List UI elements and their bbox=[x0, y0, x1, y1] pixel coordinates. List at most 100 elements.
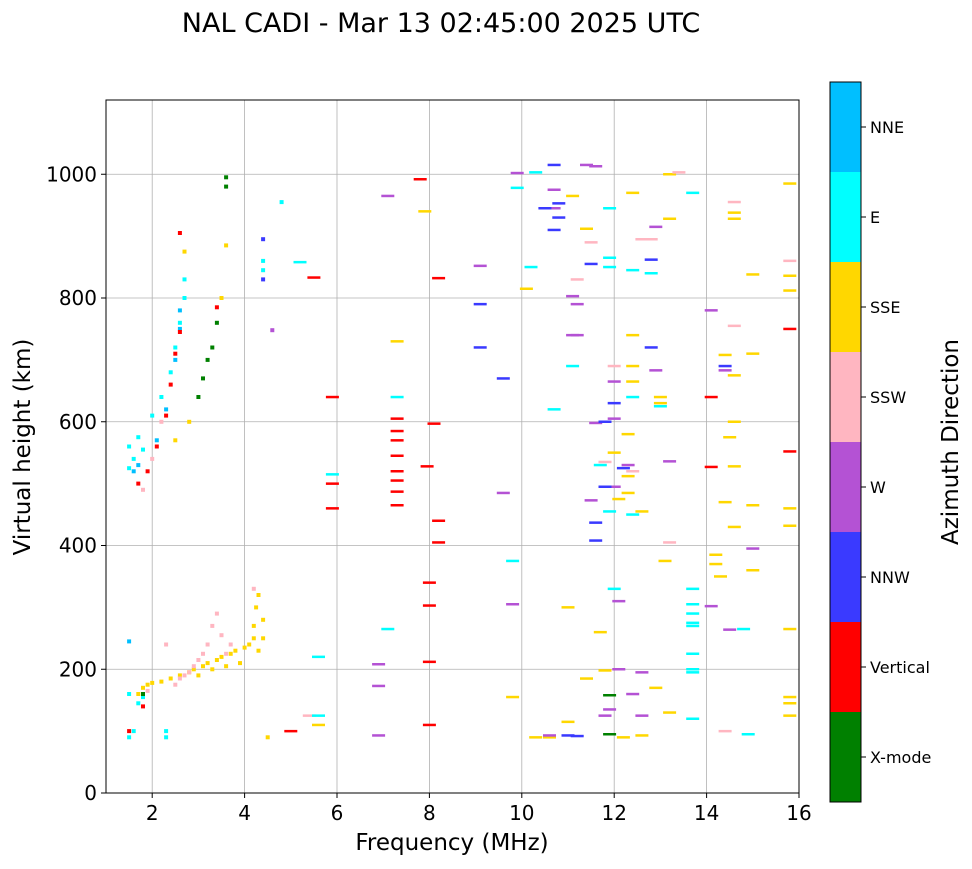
point-ssw bbox=[214, 611, 219, 616]
x-tick-label: 6 bbox=[331, 801, 344, 825]
point-sse bbox=[723, 436, 737, 439]
grid-lines bbox=[106, 100, 800, 794]
point-nne bbox=[173, 357, 178, 362]
y-axis-ticks: 0 200 400 600 800 1000 bbox=[46, 162, 106, 805]
point-e bbox=[686, 652, 700, 655]
point-e bbox=[168, 370, 173, 375]
point-e bbox=[312, 655, 325, 659]
point-nnw bbox=[570, 734, 584, 738]
point-e bbox=[529, 171, 543, 174]
point-e bbox=[127, 735, 132, 740]
point-sse bbox=[529, 736, 543, 739]
point-sse bbox=[783, 702, 797, 705]
point-sse bbox=[612, 497, 626, 501]
point-e bbox=[150, 413, 155, 418]
point-sse bbox=[159, 679, 164, 684]
point-e bbox=[127, 444, 132, 449]
point-x-mode bbox=[224, 175, 229, 180]
point-w bbox=[607, 485, 621, 488]
point-e bbox=[261, 258, 266, 263]
point-w bbox=[570, 333, 584, 337]
point-ssw bbox=[150, 456, 155, 461]
point-vertical bbox=[390, 504, 404, 507]
point-w bbox=[612, 599, 626, 603]
point-nnw bbox=[644, 346, 658, 349]
point-x-mode bbox=[141, 692, 145, 696]
point-nnw bbox=[538, 207, 552, 210]
point-ssw bbox=[228, 642, 233, 647]
point-w bbox=[663, 460, 677, 463]
point-sse bbox=[233, 648, 238, 653]
point-w bbox=[506, 603, 520, 606]
point-sse bbox=[238, 661, 242, 666]
point-w bbox=[372, 734, 386, 737]
point-vertical bbox=[704, 395, 718, 399]
point-sse bbox=[653, 401, 667, 405]
x-tick-label: 2 bbox=[146, 801, 159, 825]
point-sse bbox=[727, 465, 741, 468]
point-sse bbox=[136, 692, 141, 696]
point-sse bbox=[256, 593, 261, 597]
point-vertical bbox=[164, 413, 169, 418]
point-w bbox=[570, 302, 584, 306]
point-w bbox=[607, 417, 621, 420]
point-vertical bbox=[136, 481, 141, 486]
point-e bbox=[182, 277, 187, 282]
point-e bbox=[173, 345, 178, 350]
point-w bbox=[704, 604, 718, 608]
point-sse bbox=[718, 500, 732, 504]
point-sse bbox=[210, 667, 215, 672]
point-e bbox=[524, 265, 538, 269]
point-nnw bbox=[598, 420, 612, 423]
point-w bbox=[584, 499, 598, 502]
point-sse bbox=[783, 289, 797, 292]
point-nnw bbox=[589, 539, 603, 542]
point-ssw bbox=[718, 729, 732, 733]
point-sse bbox=[658, 559, 672, 563]
point-sse bbox=[219, 296, 224, 300]
point-e bbox=[686, 603, 700, 606]
point-ssw bbox=[224, 651, 229, 656]
point-ssw bbox=[644, 238, 658, 241]
point-e bbox=[506, 559, 520, 563]
point-w bbox=[626, 692, 640, 696]
point-ssw bbox=[177, 676, 182, 681]
point-ssw bbox=[302, 714, 316, 717]
data-points bbox=[127, 163, 797, 740]
point-sse bbox=[783, 524, 797, 527]
point-nnw bbox=[547, 163, 561, 167]
colorbar-tick-label: SSE bbox=[870, 298, 900, 317]
point-sse bbox=[219, 654, 224, 659]
point-sse bbox=[727, 420, 741, 423]
point-e bbox=[686, 668, 700, 671]
chart-title: NAL CADI - Mar 13 02:45:00 2025 UTC bbox=[182, 8, 700, 39]
x-tick-label: 12 bbox=[601, 801, 626, 825]
point-e bbox=[737, 627, 751, 631]
point-w bbox=[547, 207, 561, 210]
point-w bbox=[580, 163, 593, 167]
point-nne bbox=[136, 463, 141, 468]
colorbar-tick-label: Vertical bbox=[870, 658, 930, 677]
point-sse bbox=[783, 695, 797, 699]
point-vertical bbox=[390, 479, 404, 482]
point-e bbox=[390, 395, 404, 399]
point-vertical bbox=[432, 541, 446, 544]
point-sse bbox=[746, 504, 760, 507]
point-vertical bbox=[422, 660, 436, 664]
point-sse bbox=[205, 661, 210, 666]
point-vertical bbox=[422, 723, 436, 727]
point-w bbox=[598, 714, 612, 717]
point-e bbox=[177, 320, 182, 325]
point-w bbox=[473, 264, 487, 268]
point-w bbox=[612, 668, 626, 671]
point-e bbox=[127, 466, 132, 471]
point-e bbox=[136, 701, 141, 706]
point-sse bbox=[709, 553, 723, 556]
y-tick-label: 800 bbox=[59, 286, 97, 310]
point-sse bbox=[247, 642, 252, 647]
point-sse bbox=[598, 669, 612, 672]
point-w bbox=[510, 171, 524, 175]
point-sse bbox=[621, 432, 635, 436]
point-sse bbox=[150, 680, 155, 685]
